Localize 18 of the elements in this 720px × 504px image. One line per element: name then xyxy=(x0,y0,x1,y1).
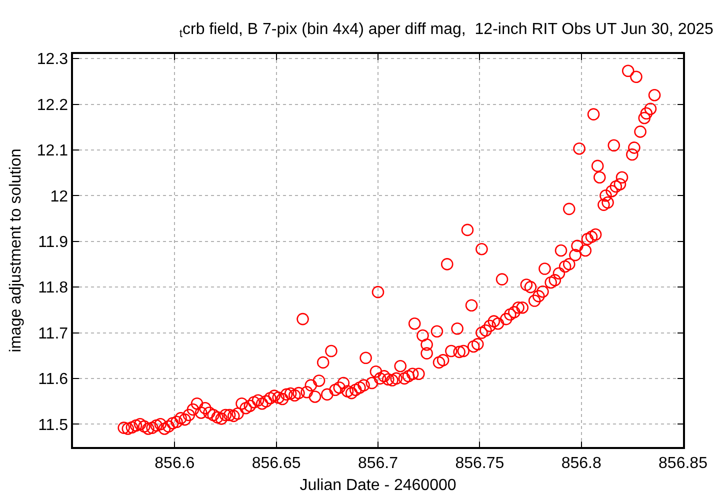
y-tick-label: 11.5 xyxy=(38,416,68,434)
x-tick-label: 856.75 xyxy=(455,454,504,472)
y-tick-label: 11.7 xyxy=(38,325,68,342)
y-tick-label: 11.6 xyxy=(38,371,68,388)
y-tick-label: 12 xyxy=(50,188,68,206)
chart-title: $_{t}$crb field, B 7-pix (bin 4x4) aper diff mag, 12-inch RIT Obs UT Jun 30, 2025 xyxy=(179,20,714,40)
x-tick-label: 856.8 xyxy=(561,454,602,472)
y-tick-label: 11.8 xyxy=(38,280,68,297)
x-tick-label: 856.6 xyxy=(154,454,195,472)
y-tick-label: 11.9 xyxy=(38,234,68,251)
y-tick-label: 12.1 xyxy=(36,142,68,160)
x-tick-label: 856.65 xyxy=(252,454,301,472)
x-axis-title: Julian Date - 2460000 xyxy=(300,477,456,494)
y-axis-title: image adjustment to solution xyxy=(7,148,24,352)
x-tick-label: 856.7 xyxy=(358,454,398,472)
y-tick-label: 12.2 xyxy=(36,96,68,114)
y-tick-label: 12.3 xyxy=(36,51,68,68)
x-tick-label: 856.85 xyxy=(658,454,708,472)
